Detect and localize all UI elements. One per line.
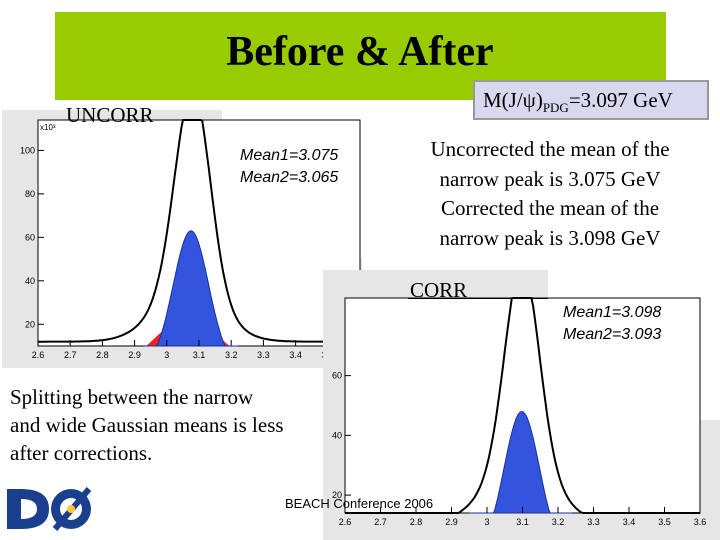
explanation-line: narrow peak is 3.098 GeV xyxy=(439,225,661,250)
x-tick-label: 2.7 xyxy=(374,517,387,527)
y-exponent-label: x10³ xyxy=(40,123,56,132)
y-tick-label: 20 xyxy=(25,319,35,329)
x-tick-label: 2.9 xyxy=(445,517,458,527)
splitting-line: after corrections. xyxy=(10,441,153,465)
y-tick-label: 100 xyxy=(20,145,35,155)
x-tick-label: 3.1 xyxy=(516,517,529,527)
slide-title: Before & After xyxy=(226,29,494,75)
y-tick-label: 80 xyxy=(25,189,35,199)
x-tick-label: 2.6 xyxy=(339,517,352,527)
corr-label: CORR xyxy=(410,278,468,302)
narrow-gaussian-fill xyxy=(469,410,573,514)
uncorr-means: Mean1=3.075 Mean2=3.065 xyxy=(240,145,338,189)
x-tick-label: 3.4 xyxy=(623,517,636,527)
plot-cover xyxy=(222,140,357,260)
corr-underline xyxy=(408,298,548,299)
explanation-line: narrow peak is 3.075 GeV xyxy=(439,166,661,191)
y-tick-label: 40 xyxy=(332,430,342,440)
splitting-line: Splitting between the narrow xyxy=(10,385,254,409)
x-tick-label: 3.2 xyxy=(225,350,238,360)
conference-footer: BEACH Conference 2006 xyxy=(285,496,434,511)
uncorr-mean1: Mean1=3.075 xyxy=(240,147,339,164)
splitting-text: Splitting between the narrow and wide Ga… xyxy=(10,383,335,467)
y-tick-label: 20 xyxy=(332,490,342,500)
x-tick-label: 2.8 xyxy=(96,350,109,360)
y-tick-label: 40 xyxy=(25,276,35,286)
x-tick-label: 2.6 xyxy=(32,350,45,360)
mass-prefix: M(J/ψ) xyxy=(483,88,543,112)
explanation-line: Corrected the mean of the xyxy=(440,196,660,220)
x-tick-label: 2.8 xyxy=(410,517,423,527)
y-tick-label: 60 xyxy=(25,232,35,242)
x-tick-label: 2.7 xyxy=(64,350,77,360)
total-fit-curve xyxy=(38,119,360,343)
x-tick-label: 3 xyxy=(484,517,489,527)
pdg-mass-box: M(J/ψ)PDG=3.097 GeV xyxy=(473,80,709,120)
uncorr-mean2: Mean2=3.065 xyxy=(240,169,339,186)
x-tick-label: 3.2 xyxy=(552,517,565,527)
corr-means: Mean1=3.098 Mean2=3.093 xyxy=(563,302,661,346)
y-tick-label: 60 xyxy=(332,371,342,381)
x-tick-label: 3.4 xyxy=(289,350,302,360)
corr-mean1: Mean1=3.098 xyxy=(563,304,662,321)
explanation-text: Uncorrected the mean of the narrow peak … xyxy=(400,135,700,253)
dzero-logo-icon xyxy=(7,487,92,531)
narrow-gaussian-fill xyxy=(144,230,238,347)
x-tick-label: 3.6 xyxy=(694,517,707,527)
corr-mean2: Mean2=3.093 xyxy=(563,326,662,343)
x-tick-label: 2.9 xyxy=(128,350,141,360)
splitting-line: and wide Gaussian means is less xyxy=(10,413,284,437)
explanation-line: Uncorrected the mean of the xyxy=(430,137,670,161)
uncorr-label: UNCORR xyxy=(66,103,154,127)
x-tick-label: 3.5 xyxy=(658,517,671,527)
mass-suffix: =3.097 GeV xyxy=(568,88,673,112)
mass-subscript: PDG xyxy=(542,100,569,116)
corr-histogram: 2.6 2.7 2.8 2.9 3 3.1 3.2 3.3 3.4 3.5 3.6 20 40 60 xyxy=(323,270,720,540)
x-tick-label: 3.3 xyxy=(257,350,270,360)
x-tick-label: 3.1 xyxy=(193,350,206,360)
x-tick-label: 3 xyxy=(164,350,169,360)
x-tick-label: 3.3 xyxy=(587,517,600,527)
